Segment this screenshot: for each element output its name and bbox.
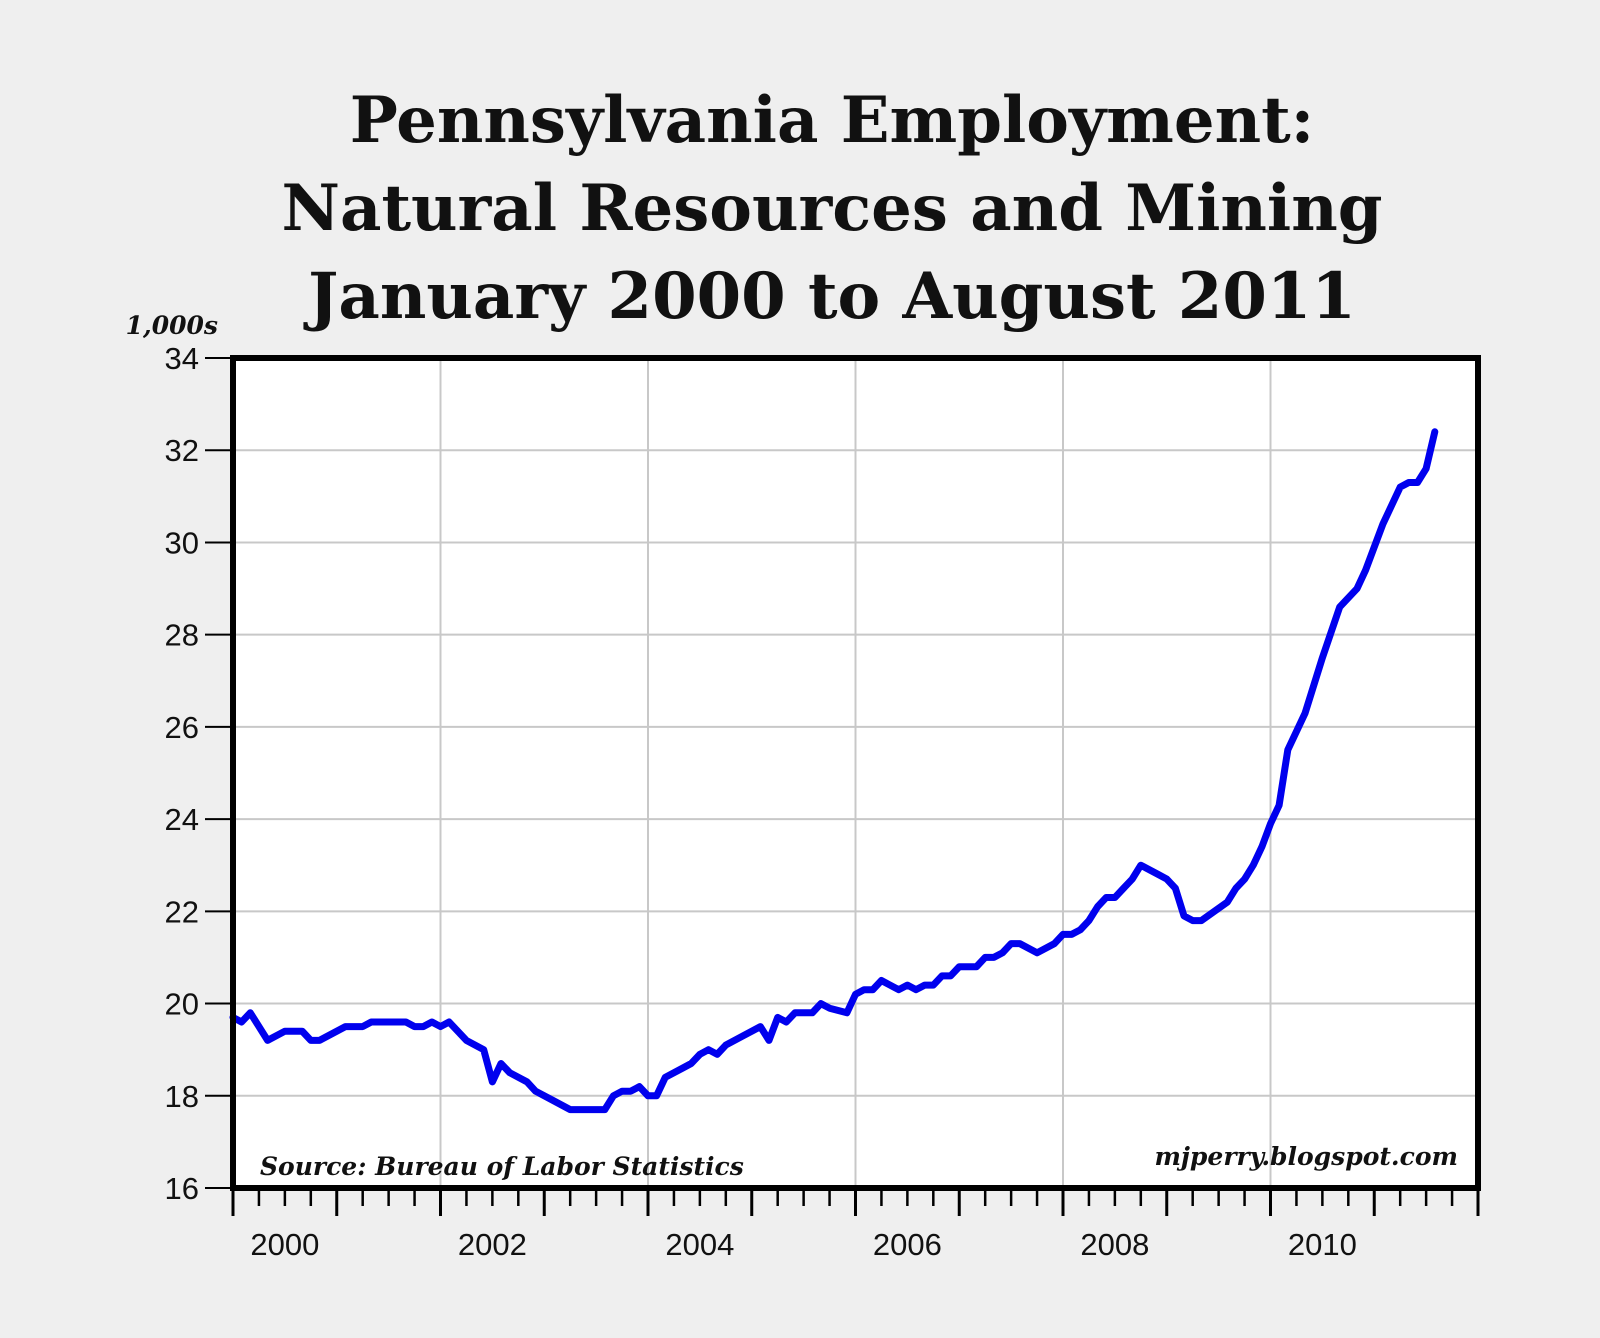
credit-note: mjperry.blogspot.com <box>1154 1142 1458 1171</box>
x-tick-label: 2004 <box>665 1227 734 1262</box>
x-tick-label: 2008 <box>1080 1227 1149 1262</box>
y-tick-label: 22 <box>165 894 199 929</box>
y-axis-unit-label: 1,000s <box>126 311 218 340</box>
y-tick-label: 24 <box>165 802 199 837</box>
y-tick-label: 32 <box>165 433 199 468</box>
chart-title-line-1: Pennsylvania Employment: <box>350 83 1315 158</box>
x-tick-label: 2006 <box>873 1227 942 1262</box>
y-tick-label: 20 <box>165 987 199 1022</box>
y-tick-label: 28 <box>165 618 199 653</box>
y-tick-label: 30 <box>165 525 199 560</box>
y-tick-label: 18 <box>165 1079 199 1114</box>
source-note: Source: Bureau of Labor Statistics <box>260 1152 744 1181</box>
x-tick-label: 2010 <box>1288 1227 1357 1262</box>
y-tick-label: 26 <box>165 710 199 745</box>
x-tick-label: 2002 <box>458 1227 527 1262</box>
employment-series-line <box>229 428 1439 1114</box>
y-tick-label: 16 <box>165 1171 199 1206</box>
y-tick-label: 34 <box>165 341 199 376</box>
plot-frame <box>230 355 1481 1191</box>
chart-title-line-2: Natural Resources and Mining <box>281 171 1382 246</box>
x-tick-label: 2000 <box>250 1227 319 1262</box>
chart-title-line-3: January 2000 to August 2011 <box>303 259 1356 334</box>
